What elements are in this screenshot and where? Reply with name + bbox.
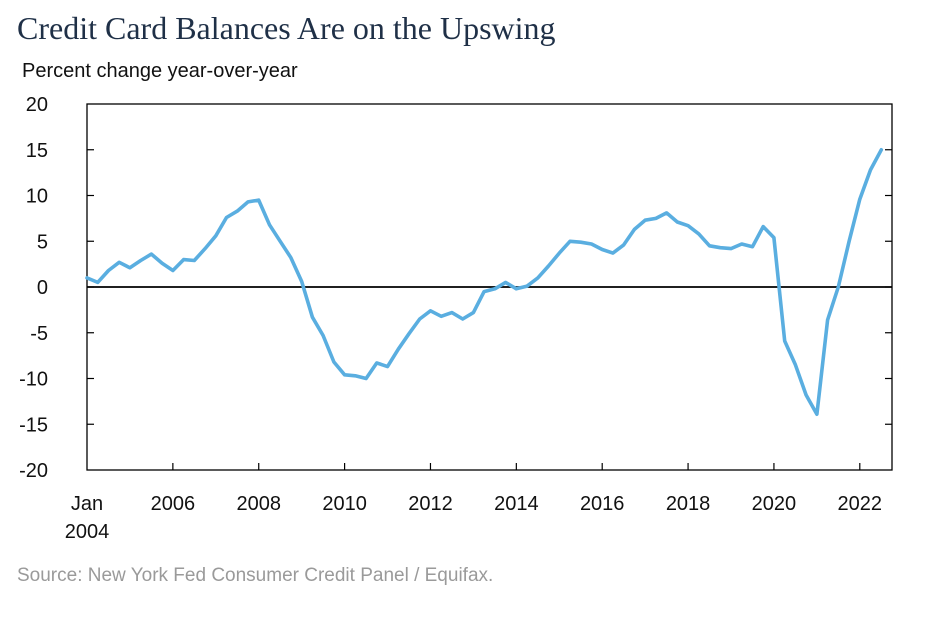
x-axis: Jan 2004 2006 2008 2010 2012 2014 2016 2018 2020 2… <box>65 463 882 543</box>
y-tick-label: 0 <box>37 277 48 299</box>
x-tick-label: 2020 <box>752 493 797 515</box>
x-tick-label: 2006 <box>151 493 196 515</box>
source-note: Source: New York Fed Consumer Credit Pan… <box>17 565 494 586</box>
y-tick-label: 10 <box>26 186 48 208</box>
y-tick-label: 5 <box>37 231 48 253</box>
x-tick-label: 2010 <box>322 493 367 515</box>
y-axis: 20 15 10 5 0 -5 -10 -15 -20 <box>19 94 892 482</box>
series-line <box>85 148 884 417</box>
y-tick-label: 20 <box>26 94 48 116</box>
x-tick-label: 2016 <box>580 493 625 515</box>
y-tick-label: -10 <box>19 369 48 391</box>
y-tick-label: -20 <box>19 460 48 482</box>
x-tick-label: 2012 <box>408 493 453 515</box>
x-tick-label: 2022 <box>838 493 883 515</box>
y-tick-label: -15 <box>19 414 48 436</box>
y-tick-label: -5 <box>30 323 48 345</box>
x-tick-sublabel: 2004 <box>65 521 110 543</box>
y-axis-label: Percent change year-over-year <box>22 60 298 82</box>
x-tick-label: 2014 <box>494 493 539 515</box>
x-tick-label: 2018 <box>666 493 711 515</box>
x-tick-label: Jan <box>71 493 103 515</box>
chart-title: Credit Card Balances Are on the Upswing <box>17 10 556 46</box>
y-tick-label: 15 <box>26 140 48 162</box>
x-tick-label: 2008 <box>236 493 281 515</box>
